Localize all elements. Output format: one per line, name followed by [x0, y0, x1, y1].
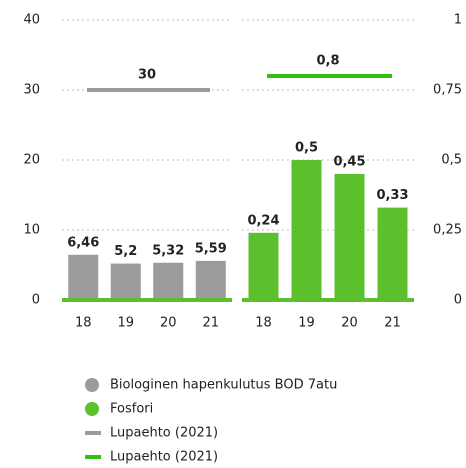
value-label: 6,46: [67, 235, 99, 250]
bar: [195, 260, 226, 300]
y-tick-label: 0,25: [433, 223, 462, 238]
limit-label: 0,8: [316, 54, 339, 69]
y-tick-label: 20: [23, 153, 40, 168]
x-tick-label: 21: [202, 316, 219, 331]
legend-label: Lupaehto (2021): [110, 426, 218, 441]
x-tick-label: 18: [75, 316, 92, 331]
y-tick-label: 0,5: [441, 153, 462, 168]
legend-swatch: [85, 378, 99, 392]
y-tick-label: 30: [23, 83, 40, 98]
legend-label: Biologinen hapenkulutus BOD 7atu: [110, 378, 337, 393]
y-tick-label: 0: [32, 293, 40, 308]
bar: [377, 207, 408, 300]
bar: [153, 262, 184, 300]
bar: [291, 160, 322, 300]
value-label: 0,24: [247, 213, 279, 228]
x-tick-label: 19: [298, 316, 315, 331]
y-tick-label: 40: [23, 13, 40, 28]
value-label: 5,59: [195, 241, 227, 256]
value-label: 0,45: [333, 155, 365, 170]
x-tick-label: 19: [117, 316, 134, 331]
legend-label: Fosfori: [110, 402, 153, 417]
y-tick-label: 1: [454, 13, 462, 28]
y-tick-label: 0,75: [433, 83, 462, 98]
y-tick-label: 0: [454, 293, 462, 308]
legend-label: Lupaehto (2021): [110, 450, 218, 465]
value-label: 5,2: [114, 244, 137, 259]
value-label: 0,33: [376, 188, 408, 203]
legend-swatch: [85, 402, 99, 416]
value-label: 5,32: [152, 243, 184, 258]
y-tick-label: 10: [23, 223, 40, 238]
x-tick-label: 20: [160, 316, 177, 331]
bar: [334, 174, 365, 300]
bar: [110, 263, 141, 300]
bar: [68, 254, 99, 300]
x-tick-label: 18: [255, 316, 272, 331]
x-tick-label: 21: [384, 316, 401, 331]
value-label: 0,5: [295, 141, 318, 156]
x-tick-label: 20: [341, 316, 358, 331]
bar: [248, 232, 279, 300]
limit-label: 30: [138, 68, 156, 83]
